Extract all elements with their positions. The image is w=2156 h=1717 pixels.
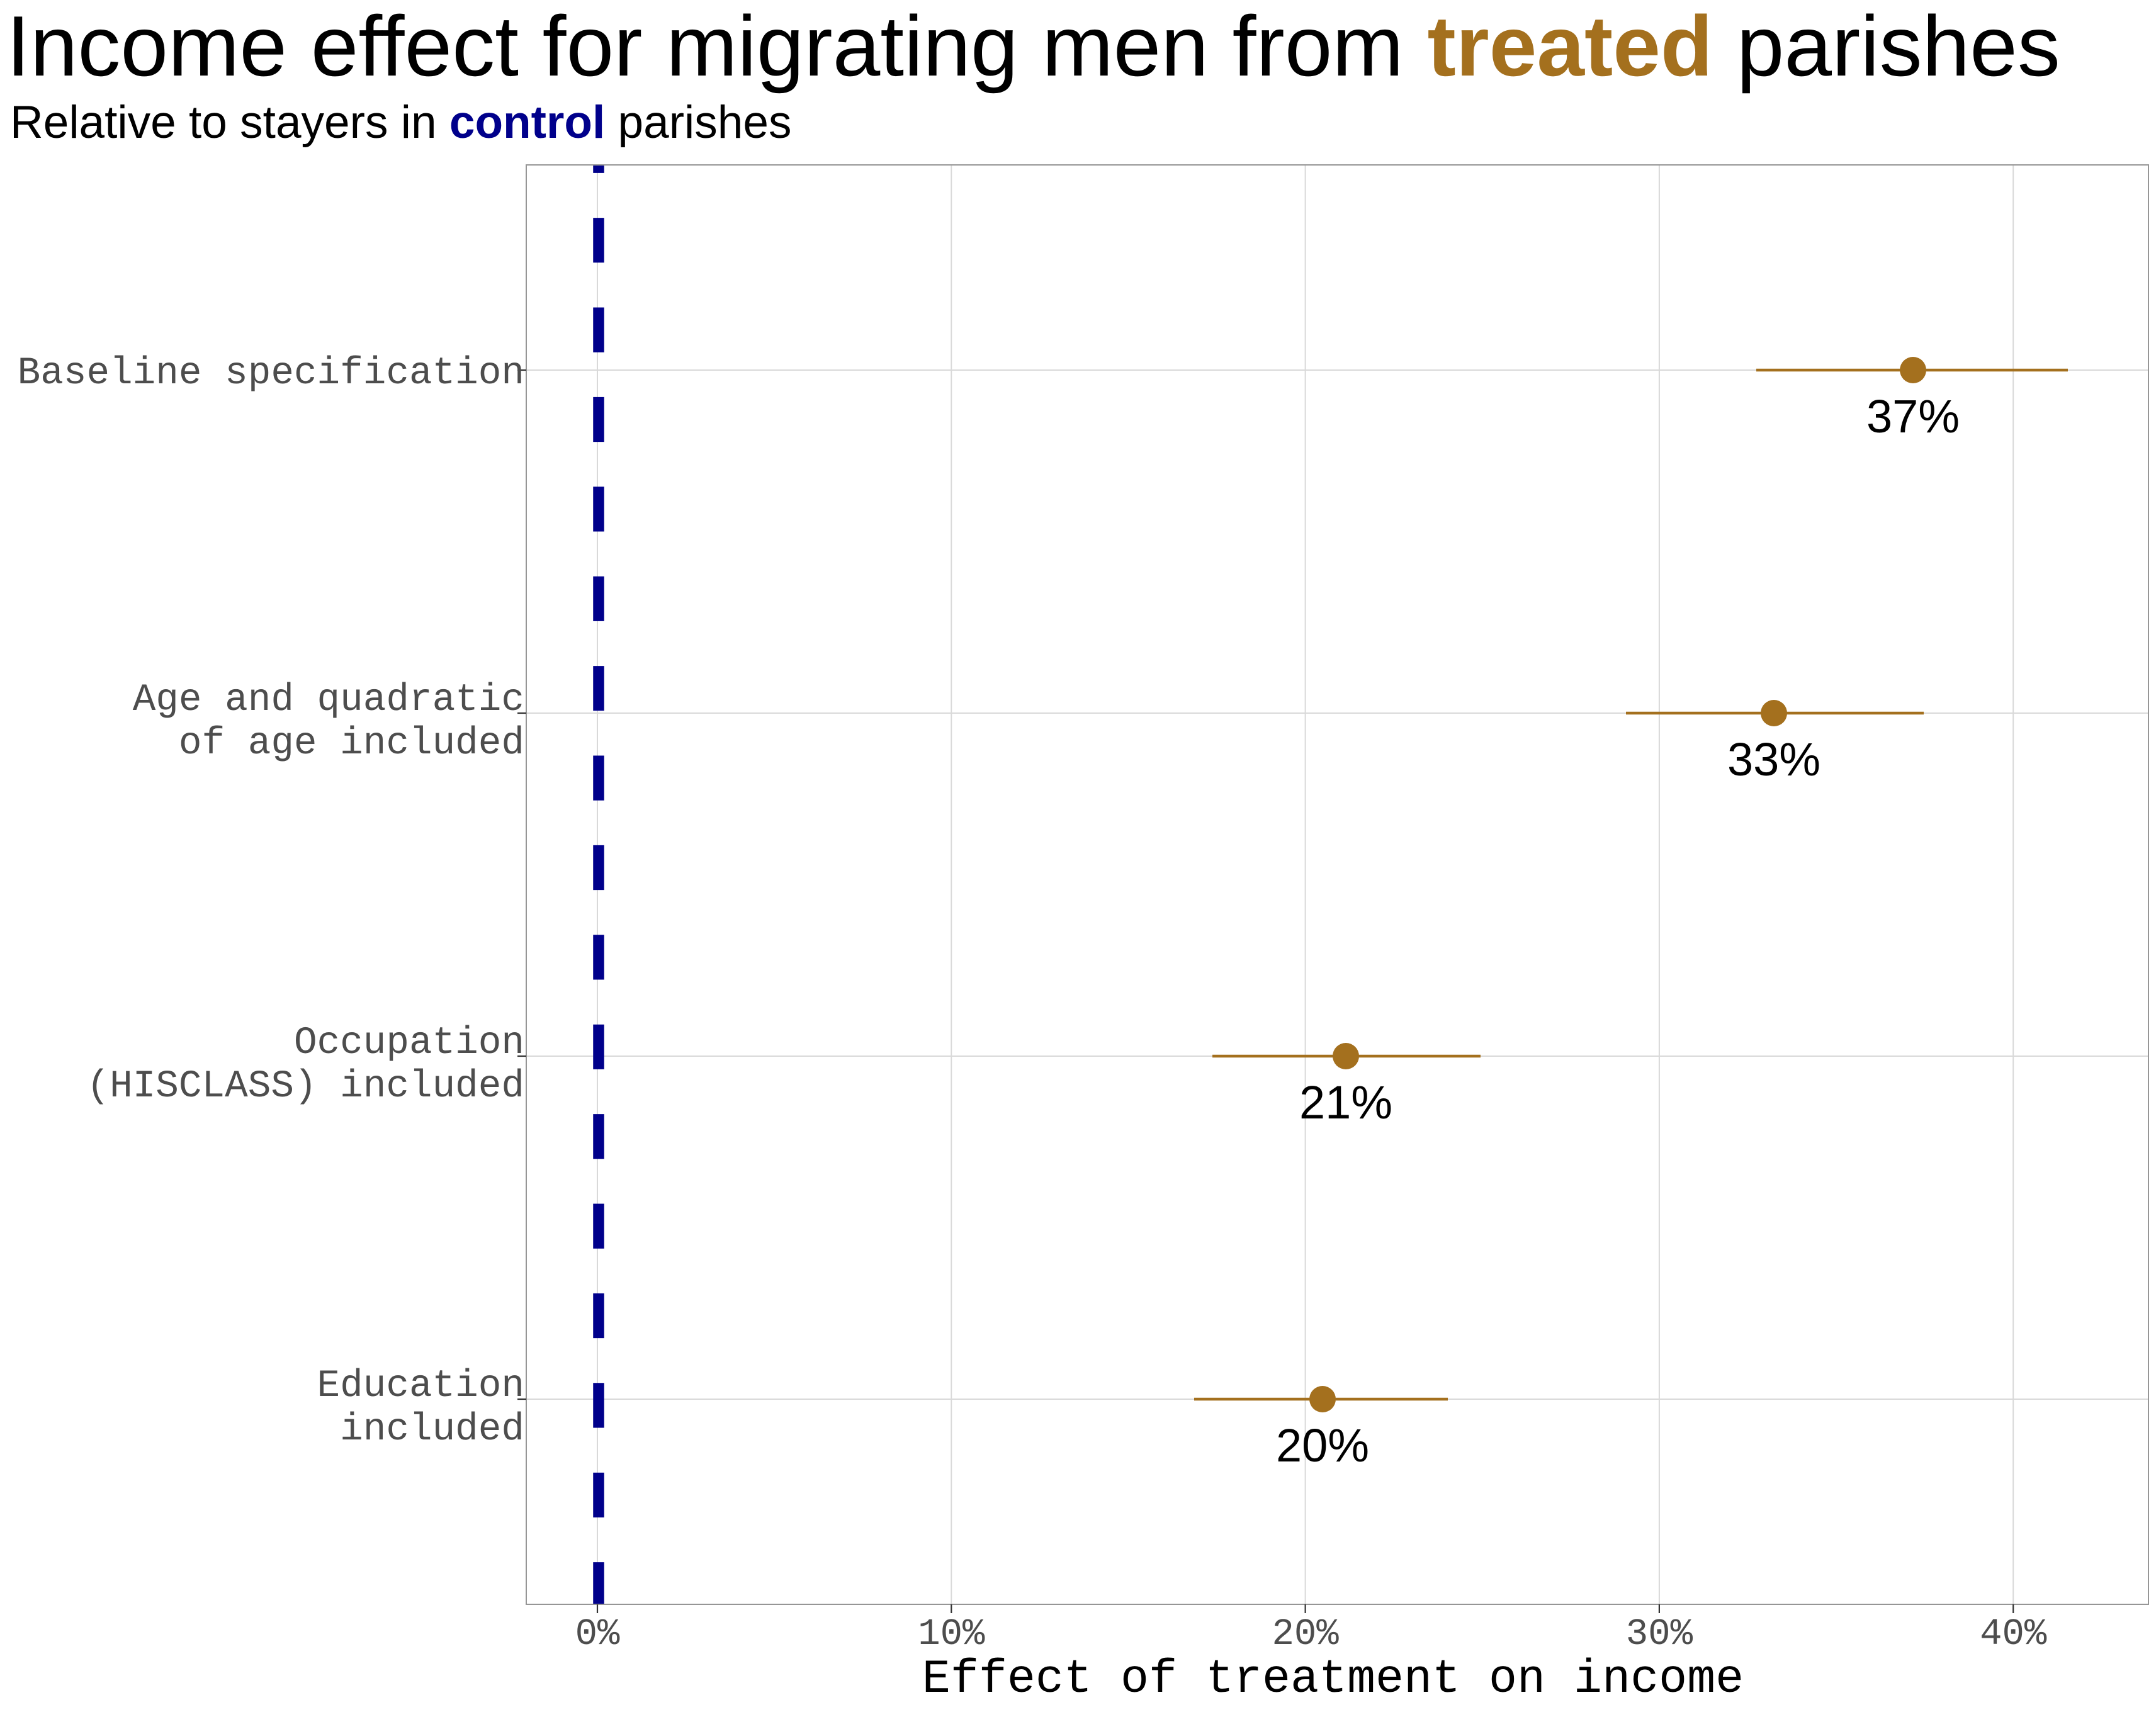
svg-text:Income effect for migrating me: Income effect for migrating men from tre… <box>6 0 2060 94</box>
svg-text:10%: 10% <box>918 1613 985 1655</box>
svg-text:Baseline specification: Baseline specification <box>18 352 524 395</box>
svg-text:included: included <box>340 1408 524 1451</box>
svg-text:20%: 20% <box>1272 1613 1339 1655</box>
svg-text:Occupation: Occupation <box>294 1022 524 1065</box>
svg-text:33%: 33% <box>1727 733 1820 785</box>
svg-text:37%: 37% <box>1866 390 1960 442</box>
svg-text:20%: 20% <box>1276 1419 1369 1472</box>
svg-text:Effect of treatment on income: Effect of treatment on income <box>922 1653 1744 1706</box>
svg-text:Relative to stayers in control: Relative to stayers in control parishes <box>10 97 791 148</box>
svg-text:0%: 0% <box>575 1613 620 1655</box>
svg-text:40%: 40% <box>1980 1613 2047 1655</box>
svg-text:Age and quadratic: Age and quadratic <box>133 678 524 722</box>
svg-text:(HISCLASS) included: (HISCLASS) included <box>86 1065 524 1108</box>
svg-text:Education: Education <box>317 1365 524 1408</box>
svg-text:30%: 30% <box>1626 1613 1693 1655</box>
svg-text:21%: 21% <box>1299 1076 1392 1129</box>
svg-text:of age included: of age included <box>179 722 524 765</box>
